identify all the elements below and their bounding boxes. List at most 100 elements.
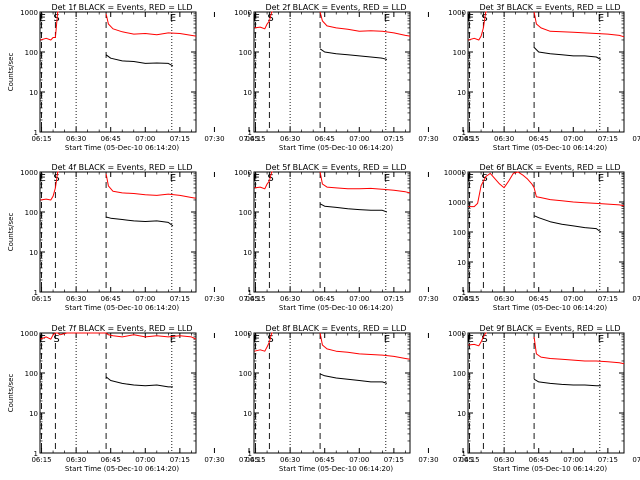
y-tick-label: 100: [239, 49, 252, 57]
x-tick-label: 07:30: [632, 456, 640, 464]
y-tick-label: 10: [457, 259, 466, 267]
x-tick-label: 07:00: [563, 295, 583, 303]
lld-rate-line-segment-2: [319, 171, 411, 194]
x-tick-label: 06:45: [101, 135, 121, 143]
events-rate-line-segment-1: [319, 203, 388, 213]
x-tick-label: 07:15: [598, 135, 618, 143]
y-tick-label: 1000: [448, 330, 466, 338]
x-tick-label: 06:15: [31, 295, 51, 303]
chart-title: Det 6f BLACK = Events, RED = LLD: [479, 163, 620, 172]
plot-frame: [253, 11, 411, 133]
x-tick-label: 06:30: [66, 456, 86, 464]
x-tick-label: 06:15: [459, 456, 479, 464]
lld-rate-line-segment-2: [533, 336, 625, 365]
x-tick-label: 06:30: [66, 135, 86, 143]
lld-rate-line-segment-2: [319, 11, 411, 37]
x-tick-label: 07:15: [384, 135, 404, 143]
plot-frame: [467, 332, 625, 454]
event-marker-label: E: [254, 334, 260, 345]
chart-title: Det 2f BLACK = Events, RED = LLD: [265, 3, 406, 12]
plot-frame: [39, 171, 197, 293]
y-tick-label: 1000: [234, 330, 252, 338]
event-marker-label: E: [598, 334, 604, 345]
lld-rate-line-segment-2: [105, 13, 197, 37]
x-axis-label: Start Time (05-Dec-10 06:14:20): [279, 304, 393, 312]
event-marker-label: S: [53, 334, 59, 345]
y-tick-label: 100: [25, 49, 38, 57]
lld-rate-line-segment-1: [468, 11, 487, 41]
event-marker-label: E: [598, 173, 604, 184]
y-tick-label: 1000: [234, 9, 252, 17]
x-tick-label: 07:00: [135, 456, 155, 464]
x-tick-label: 06:45: [101, 456, 121, 464]
x-tick-label: 07:30: [632, 135, 640, 143]
y-tick-label: 100: [453, 229, 466, 237]
x-axis-label: Start Time (05-Dec-10 06:14:20): [65, 304, 179, 312]
x-tick-label: 06:30: [280, 295, 300, 303]
event-marker-label: E: [254, 13, 260, 24]
x-tick-label: 06:30: [494, 135, 514, 143]
y-tick-label: 1: [248, 450, 252, 458]
event-marker-label: E: [468, 334, 474, 345]
y-tick-label: 100: [239, 370, 252, 378]
y-tick-label: 10: [243, 410, 252, 418]
lld-rate-line-segment-1: [40, 332, 197, 340]
chart-title: Det 8f BLACK = Events, RED = LLD: [265, 324, 406, 333]
chart-title: Det 7f BLACK = Events, RED = LLD: [51, 324, 192, 333]
x-tick-label: 06:15: [459, 295, 479, 303]
chart-title: Det 4f BLACK = Events, RED = LLD: [51, 163, 192, 172]
x-tick-label: 06:45: [529, 135, 549, 143]
x-tick-label: 07:00: [349, 456, 369, 464]
y-tick-label: 10: [243, 89, 252, 97]
x-tick-label: 06:45: [529, 295, 549, 303]
y-axis-label: Counts/sec: [7, 53, 15, 92]
y-tick-label: 1: [248, 129, 252, 137]
y-tick-label: 1: [34, 289, 38, 297]
event-marker-label: E: [170, 334, 176, 345]
y-tick-label: 1000: [234, 169, 252, 177]
x-tick-label: 07:45: [453, 295, 473, 303]
event-marker-label: E: [468, 173, 474, 184]
panel-8: Det 8f BLACK = Events, RED = LLD 1 10 100 10…: [234, 324, 473, 473]
events-rate-line-segment-1: [319, 373, 388, 384]
event-marker-label: E: [468, 13, 474, 24]
x-tick-label: 07:45: [239, 295, 259, 303]
event-marker-label: S: [53, 13, 59, 24]
event-marker-label: E: [384, 173, 390, 184]
y-tick-label: 10: [457, 410, 466, 418]
x-tick-label: 07:30: [418, 295, 438, 303]
plot-frame: [39, 11, 197, 133]
chart-title: Det 9f BLACK = Events, RED = LLD: [479, 324, 620, 333]
event-marker-label: E: [170, 13, 176, 24]
event-marker-label: E: [40, 334, 46, 345]
x-tick-label: 07:15: [384, 295, 404, 303]
x-tick-label: 06:30: [494, 456, 514, 464]
panel-1: Det 1f BLACK = Events, RED = LLD Counts/s…: [7, 3, 259, 152]
lld-rate-line-segment-1: [254, 11, 273, 30]
x-axis-label: Start Time (05-Dec-10 06:14:20): [493, 144, 607, 152]
events-rate-line-segment-1: [319, 48, 388, 60]
x-tick-label: 07:15: [384, 456, 404, 464]
panel-4: Det 4f BLACK = Events, RED = LLD Counts/s…: [7, 163, 259, 312]
y-tick-label: 1000: [20, 169, 38, 177]
y-axis-label: Counts/sec: [7, 374, 15, 413]
y-tick-label: 100: [453, 370, 466, 378]
y-tick-label: 1000: [448, 199, 466, 207]
x-tick-label: 07:30: [632, 295, 640, 303]
lld-rate-line-segment-1: [40, 11, 59, 41]
x-tick-label: 06:30: [66, 295, 86, 303]
y-tick-label: 1000: [20, 330, 38, 338]
event-marker-label: S: [267, 334, 273, 345]
plot-frame: [39, 332, 197, 454]
events-rate-line-segment-1: [533, 378, 601, 387]
event-marker-label: S: [267, 13, 273, 24]
x-tick-label: 07:00: [563, 135, 583, 143]
x-tick-label: 06:45: [101, 295, 121, 303]
y-tick-label: 100: [453, 49, 466, 57]
x-tick-label: 06:15: [31, 456, 51, 464]
y-tick-label: 1: [462, 129, 466, 137]
panel-9: Det 9f BLACK = Events, RED = LLD 1 10 100 10…: [448, 324, 640, 473]
y-tick-label: 1: [34, 129, 38, 137]
lld-rate-line-segment-2: [533, 11, 625, 38]
x-tick-label: 07:00: [349, 135, 369, 143]
